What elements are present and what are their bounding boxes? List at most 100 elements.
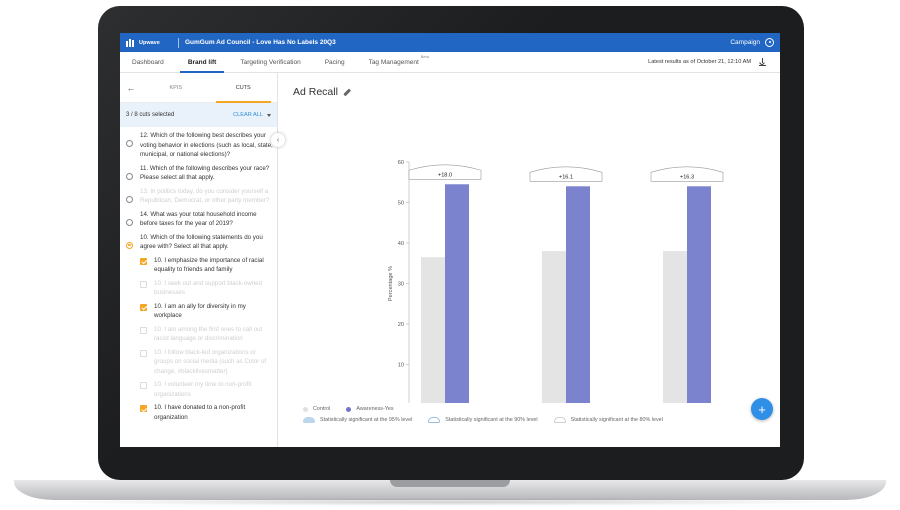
cuts-summary-bar: 3 / 8 cuts selected CLEAR ALL: [120, 103, 277, 127]
brand-logo[interactable]: Upwave: [120, 33, 178, 52]
app-screen: Upwave GumGum Ad Council - Love Has No L…: [120, 33, 780, 447]
download-icon[interactable]: [759, 58, 766, 66]
y-tick-label: 30: [398, 282, 404, 288]
radio-button[interactable]: [126, 218, 133, 226]
checkbox[interactable]: [140, 382, 147, 389]
cut-option-item[interactable]: 10. I follow black-led organizations or …: [120, 348, 277, 381]
cut-option-item[interactable]: 10. I am an ally for diversity in my wor…: [120, 302, 277, 325]
radio-button[interactable]: [126, 172, 133, 180]
cut-label: 10. I emphasize the importance of racial…: [154, 256, 264, 274]
legend-swatch: [303, 406, 308, 412]
legend-sig-95: Statistically significant at the 95% lev…: [303, 417, 412, 423]
bar-awareness-yes: [445, 184, 469, 403]
tab-label: KPIS: [169, 84, 183, 91]
cut-option-item[interactable]: 10. I am among the first ones to call ou…: [120, 325, 277, 348]
laptop-shadow: [40, 498, 860, 506]
laptop-notch: [390, 480, 510, 487]
legend-label: Awareness-Yes: [356, 406, 394, 412]
pencil-edit-icon[interactable]: [343, 88, 351, 96]
legend-control[interactable]: Control: [303, 406, 330, 412]
legend-label: Statistically significant at the 95% lev…: [320, 417, 413, 423]
significance-cloud: [408, 164, 482, 180]
tab-kpis[interactable]: KPIS: [142, 73, 210, 102]
cut-option-item[interactable]: 10. I seek out and support black-owned b…: [120, 279, 277, 302]
cut-option-item[interactable]: 10. I have donated to a non-profit organ…: [120, 403, 277, 426]
tab-cuts[interactable]: CUTS: [210, 73, 278, 103]
cut-label: 11. Which of the following describes you…: [140, 164, 270, 182]
main-nav: Dashboard Brand lift Targeting Verificat…: [120, 52, 780, 73]
cut-label: 10. I volunteer my time to non-profit or…: [154, 381, 252, 398]
checkbox[interactable]: [140, 257, 147, 265]
lift-label: +16.1: [559, 174, 573, 180]
cut-question-item[interactable]: 11. Which of the following describes you…: [120, 164, 277, 187]
chevron-down-icon: [267, 113, 271, 117]
tab-label: CUTS: [235, 84, 251, 91]
tab-tag-management[interactable]: Tag Management Beta: [357, 52, 431, 72]
cut-label: 12. Which of the following best describe…: [140, 132, 273, 158]
cut-question-item[interactable]: 14. What was your total household income…: [120, 210, 277, 233]
cloud-icon: [553, 417, 566, 423]
clear-all-button[interactable]: CLEAR ALL: [233, 112, 271, 118]
radio-button[interactable]: [126, 140, 133, 147]
cut-label: 10. I am an ally for diversity in my wor…: [154, 302, 246, 320]
lift-label: +16.3: [680, 174, 694, 180]
collapse-sidebar-button[interactable]: ‹: [271, 133, 285, 147]
top-bar: Upwave GumGum Ad Council - Love Has No L…: [120, 33, 780, 52]
topbar-divider: [178, 37, 179, 48]
bar-awareness-yes: [687, 186, 711, 403]
checkbox[interactable]: [140, 326, 147, 334]
main-panel: Ad Recall 0102030405060Percentage %+18.0…: [279, 73, 780, 447]
legend-label: Control: [313, 406, 331, 412]
back-arrow-icon[interactable]: ←: [126, 82, 136, 93]
cut-label: 10. Which of the following statements do…: [140, 233, 263, 251]
significance-cloud: [650, 166, 724, 182]
cut-option-item[interactable]: 10. I volunteer my time to non-profit or…: [120, 380, 277, 403]
checkbox[interactable]: [140, 405, 147, 412]
legend-awareness-yes[interactable]: Awareness-Yes: [346, 406, 394, 412]
tab-label: Brand lift: [187, 58, 217, 66]
cut-label: 10. I seek out and support black-owned b…: [154, 279, 263, 297]
tab-dashboard[interactable]: Dashboard: [120, 52, 176, 72]
cut-label: 10. I follow black-led organizations or …: [154, 348, 267, 375]
tab-label: Targeting Verification: [240, 58, 301, 66]
laptop-base: [14, 480, 886, 500]
tab-pacing[interactable]: Pacing: [313, 52, 357, 72]
tab-targeting-verification[interactable]: Targeting Verification: [228, 52, 312, 72]
user-account-icon[interactable]: [765, 38, 774, 47]
radio-button[interactable]: [126, 241, 133, 249]
cut-label: 14. What was your total household income…: [140, 210, 257, 228]
legend-sig-90: Statistically significant at the 90% lev…: [428, 417, 538, 423]
latest-results-text: Latest results as of October 21, 12:10 A…: [648, 59, 751, 65]
checkbox[interactable]: [140, 303, 147, 311]
upwave-logo-icon: [126, 38, 135, 47]
legend-label: Statistically significant at the 80% lev…: [570, 417, 663, 423]
cut-question-item[interactable]: 10. Which of the following statements do…: [120, 233, 277, 256]
page-title: Ad Recall: [293, 86, 351, 98]
campaign-menu[interactable]: Campaign: [730, 39, 760, 46]
cut-label: 10. I have donated to a non-profit organ…: [154, 404, 246, 421]
tab-label: Dashboard: [132, 58, 164, 66]
radio-button[interactable]: [126, 195, 133, 203]
checkbox[interactable]: [140, 349, 147, 357]
page-title-text: Ad Recall: [293, 86, 338, 98]
y-axis-label: Percentage %: [388, 266, 394, 301]
brand-name: Upwave: [139, 39, 160, 46]
tab-brand-lift[interactable]: Brand lift: [176, 52, 229, 73]
y-tick-label: 60: [398, 160, 404, 166]
add-fab-button[interactable]: +: [751, 398, 773, 420]
chart-legend: Control Awareness-Yes Statistically sign…: [303, 406, 663, 428]
checkbox[interactable]: [140, 280, 147, 288]
legend-sig-80: Statistically significant at the 80% lev…: [553, 417, 663, 423]
bar-control: [663, 251, 687, 403]
cut-label: 10. I am among the first ones to call ou…: [154, 325, 263, 343]
cut-question-item[interactable]: 12. Which of the following best describe…: [120, 131, 277, 164]
y-tick-label: 20: [398, 322, 404, 328]
cloud-icon: [303, 417, 315, 423]
cuts-selected-count: 3 / 8 cuts selected: [126, 112, 175, 118]
beta-badge: Beta: [420, 54, 429, 59]
y-tick-label: 40: [398, 241, 404, 247]
legend-label: Statistically significant at the 90% lev…: [445, 417, 538, 423]
cut-list: 12. Which of the following best describe…: [120, 127, 277, 426]
cut-question-item[interactable]: 13. In politics today, do you consider y…: [120, 187, 277, 210]
cut-option-item[interactable]: 10. I emphasize the importance of racial…: [120, 256, 277, 279]
